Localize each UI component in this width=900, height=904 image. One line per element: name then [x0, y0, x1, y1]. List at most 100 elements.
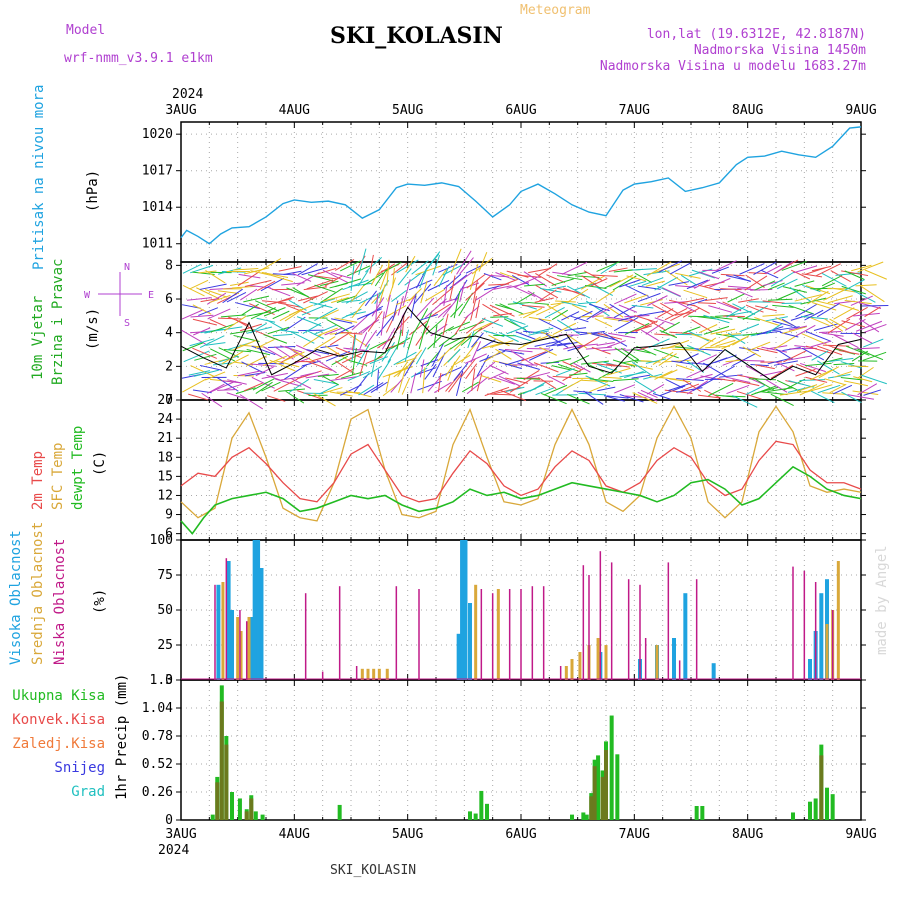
wind-barb — [740, 324, 759, 332]
y-tick-label: 1.3 — [150, 673, 173, 688]
cloud-bar — [679, 660, 681, 680]
cloud-bar — [808, 659, 812, 680]
precip-bar — [585, 815, 589, 820]
wind-barb — [500, 304, 524, 315]
compass-s: S — [124, 318, 130, 329]
wind-barb — [567, 286, 590, 298]
wind-barb — [370, 255, 373, 274]
wind-barb — [465, 354, 486, 364]
wind-barb — [335, 361, 354, 374]
cloud-bar — [605, 645, 608, 680]
wind-barb — [565, 328, 586, 331]
wind-barb — [534, 363, 558, 372]
temperature-title-line: 2m Temp — [30, 451, 46, 510]
cloud-bar — [600, 551, 602, 680]
wind-barb — [586, 347, 612, 349]
wind-barb — [563, 379, 582, 390]
precip-conv-bar — [819, 755, 823, 820]
cloud-bar — [597, 638, 600, 680]
lonlat-label: lon,lat (19.6312E, 42.8187N) — [647, 27, 866, 42]
wind-barb — [698, 355, 717, 363]
pressure-title: Pritisak na nivou mora — [31, 85, 47, 270]
y-tick-label: 12 — [157, 488, 173, 503]
wind-barb — [360, 333, 367, 350]
wind-barb — [822, 333, 844, 336]
wind-barb — [257, 318, 276, 322]
precip-conv-bar — [220, 702, 224, 820]
wind-barb — [691, 320, 711, 332]
wind-barb — [222, 352, 243, 364]
y-tick-label: 27 — [157, 393, 173, 408]
wind-barb — [364, 383, 383, 395]
cloud-bar — [214, 585, 216, 680]
wind-barb — [371, 382, 388, 392]
cloud-bar — [588, 575, 590, 680]
wind-barb — [546, 359, 571, 364]
precip-bar — [338, 805, 342, 820]
wind-barb — [657, 309, 673, 318]
wind-barb — [745, 276, 767, 290]
wind-barb — [397, 330, 402, 350]
wind-speed-line — [181, 307, 861, 379]
wind-barb — [306, 361, 332, 370]
wind-barb — [740, 360, 764, 361]
wind-barb — [522, 305, 545, 307]
wind-barb — [774, 335, 798, 349]
wind-barb — [710, 366, 734, 380]
wind-barb — [627, 364, 653, 370]
wind-barb — [218, 318, 242, 319]
cloud-bar — [668, 562, 670, 680]
precip-legend-item: Grad — [71, 784, 105, 800]
cloud-bar — [361, 669, 364, 680]
model-altitude-label: Nadmorska Visina u modelu 1683.27m — [600, 59, 866, 74]
precip-bar — [825, 788, 829, 820]
wind-barb — [466, 318, 485, 334]
x-tick-label-top: 7AUG — [619, 103, 650, 118]
wind-title-1: 10m Vjetar — [30, 296, 46, 380]
wind-barb — [371, 350, 376, 376]
wind-barb — [834, 308, 855, 319]
wind-barb — [848, 366, 868, 367]
wind-barb — [757, 327, 783, 335]
precip-bar — [615, 754, 619, 820]
wind-barb — [865, 307, 881, 317]
altitude-label: Nadmorska Visina 1450m — [694, 43, 866, 58]
precip-bar — [791, 812, 795, 820]
cloud-bar — [457, 634, 461, 680]
y-tick-label: 21 — [157, 431, 173, 446]
x-tick-label-top: 5AUG — [392, 103, 423, 118]
wind-barb — [601, 377, 621, 378]
wind-barb — [687, 299, 707, 305]
y-tick-label: 1017 — [142, 164, 173, 179]
wind-barb — [190, 280, 208, 289]
wind-barb — [240, 289, 257, 300]
wind-barb — [561, 302, 586, 307]
watermark: made by Angel — [874, 545, 890, 655]
wind-barb — [501, 390, 526, 400]
compass-w: W — [84, 290, 91, 301]
wind-barb — [499, 332, 519, 341]
wind-barb — [660, 370, 678, 378]
wind-barb — [524, 284, 545, 286]
wind-barb — [579, 393, 606, 395]
cloud-bar — [230, 610, 234, 680]
wind-barb — [796, 369, 816, 376]
cloud-bar — [565, 666, 568, 680]
x-tick-label-top: 3AUG — [165, 103, 196, 118]
wind-barb — [434, 325, 437, 348]
wind-barb — [472, 258, 492, 274]
cloud-bar — [520, 589, 522, 680]
wind-barb — [853, 333, 872, 343]
precip-conv-bar — [224, 745, 228, 820]
cloud-bar — [386, 669, 389, 680]
precip-bar — [254, 811, 258, 820]
wind-barb — [789, 305, 814, 314]
y-tick-label: 100 — [150, 533, 173, 548]
y-tick-label: 4 — [165, 326, 173, 341]
wind-barb — [675, 334, 702, 335]
precip-bar — [808, 802, 812, 820]
precip-bar — [485, 804, 489, 820]
wind-barb — [279, 267, 302, 272]
wind-barb — [448, 349, 461, 362]
wind-barb — [236, 320, 254, 330]
